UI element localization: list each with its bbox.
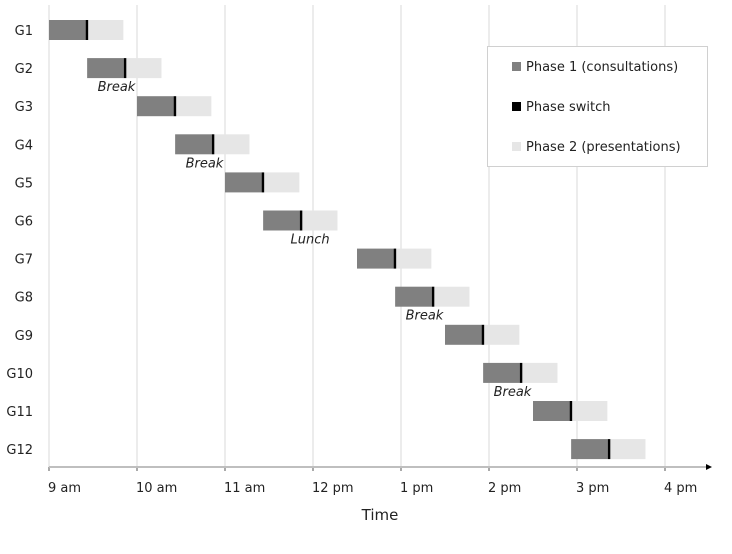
phase1-bar	[49, 20, 86, 40]
x-tick-label: 2 pm	[488, 481, 521, 496]
phase2-bar	[609, 439, 646, 460]
phase1-bar	[263, 210, 300, 231]
x-axis-title: Time	[361, 506, 399, 524]
x-tick-label: 11 am	[224, 481, 265, 496]
legend-box	[487, 46, 708, 167]
legend-swatch	[512, 142, 521, 151]
annotation-break: Break	[406, 309, 444, 324]
phase-switch-mark	[481, 324, 485, 345]
x-tick-label: 3 pm	[576, 481, 609, 496]
annotation-break: Break	[494, 385, 532, 400]
phase1-bar	[395, 286, 432, 307]
group-label: G3	[15, 100, 33, 115]
group-label: G10	[6, 367, 33, 382]
phase-switch-mark	[607, 439, 611, 460]
group-label: G11	[6, 405, 33, 420]
phase-switch-mark	[299, 210, 303, 231]
phase1-bar	[137, 96, 174, 117]
legend-label: Phase switch	[526, 100, 610, 115]
legend-label: Phase 2 (presentations)	[526, 140, 681, 155]
phase2-bar	[213, 134, 250, 155]
phase2-bar	[175, 96, 212, 117]
group-label: G6	[15, 215, 33, 230]
phase-switch-mark	[393, 248, 397, 269]
x-tick-label: 12 pm	[312, 481, 354, 496]
phase1-bar	[225, 172, 262, 193]
group-label: G1	[15, 24, 33, 39]
phase2-bar	[125, 58, 162, 79]
x-tick-label: 10 am	[136, 481, 177, 496]
phase-switch-mark	[261, 172, 265, 193]
legend-swatch	[512, 62, 521, 71]
phase-switch-mark	[519, 362, 523, 383]
legend-swatch	[512, 102, 521, 111]
annotation-break: Break	[98, 80, 136, 95]
group-label: G8	[15, 291, 33, 306]
phase2-bar	[483, 324, 520, 345]
phase2-bar	[571, 401, 608, 421]
phase-switch-mark	[85, 20, 89, 40]
phase1-bar	[445, 324, 482, 345]
phase2-bar	[433, 286, 470, 307]
x-tick-label: 4 pm	[664, 481, 697, 496]
phase1-bar	[571, 439, 608, 460]
group-label: G4	[15, 138, 33, 153]
phase-switch-mark	[569, 401, 573, 421]
x-axis-arrow	[706, 464, 712, 470]
group-label: G5	[15, 176, 33, 191]
phase1-bar	[533, 401, 570, 421]
group-label: G7	[15, 253, 33, 268]
group-label: G2	[15, 62, 33, 77]
phase1-bar	[175, 134, 212, 155]
phase-switch-mark	[173, 96, 177, 117]
phase-switch-mark	[431, 286, 435, 307]
phase2-bar	[301, 210, 338, 231]
x-tick-label: 9 am	[48, 481, 81, 496]
x-tick-label: 1 pm	[400, 481, 433, 496]
group-label: G9	[15, 329, 33, 344]
phase2-bar	[263, 172, 300, 193]
phase-switch-mark	[123, 58, 127, 79]
phase1-bar	[87, 58, 124, 79]
phase2-bar	[87, 20, 124, 40]
phase1-bar	[357, 248, 394, 269]
phase-switch-mark	[211, 134, 215, 155]
group-label: G12	[6, 443, 33, 458]
phase2-bar	[521, 362, 558, 383]
legend-label: Phase 1 (consultations)	[526, 60, 678, 75]
phase1-bar	[483, 362, 520, 383]
annotation-lunch: Lunch	[291, 233, 330, 248]
phase2-bar	[395, 248, 432, 269]
annotation-break: Break	[186, 156, 224, 171]
